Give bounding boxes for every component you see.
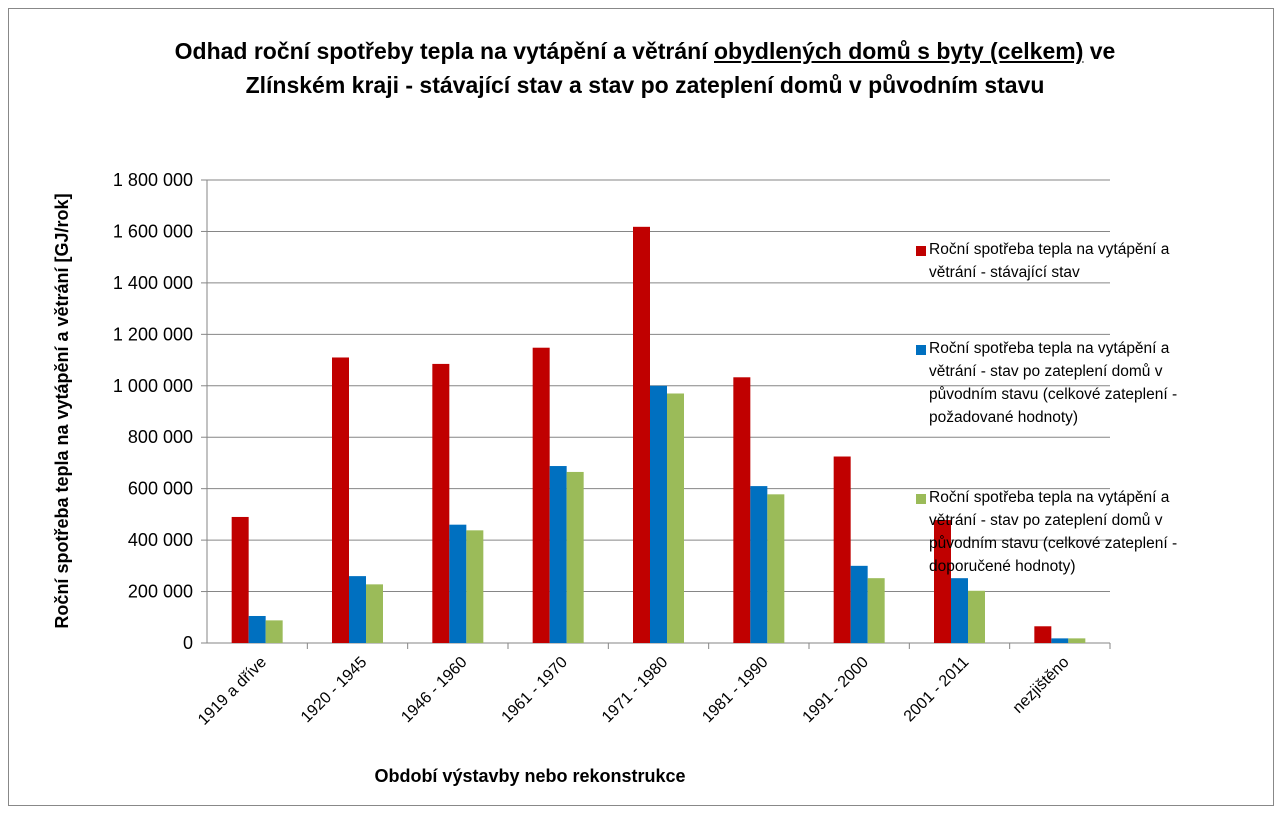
y-tick-label: 1 200 000 (113, 324, 193, 344)
bar (1068, 638, 1086, 643)
bar (432, 363, 450, 643)
bar (332, 357, 349, 643)
bar (265, 620, 283, 643)
x-tick-label: 2001 - 2011 (901, 654, 973, 726)
legend-swatch (916, 345, 926, 355)
chart-title: Odhad roční spotřeby tepla na vytápění a… (130, 34, 1160, 102)
bar (549, 466, 567, 643)
x-tick-label: 1981 - 1990 (699, 654, 771, 726)
x-tick-label: 1961 - 1970 (499, 654, 571, 726)
bar (633, 226, 650, 643)
bar (833, 456, 851, 643)
x-tick-label: 1946 - 1960 (398, 654, 470, 726)
bar (231, 516, 249, 643)
y-tick-label: 400 000 (128, 530, 193, 550)
title-part: Odhad roční spotřeby tepla na vytápění a… (174, 38, 714, 64)
bar (466, 530, 484, 643)
y-tick-label: 600 000 (128, 479, 193, 499)
y-tick-label: 1 000 000 (113, 376, 193, 396)
legend-label: Roční spotřeba tepla na vytápění a větrá… (929, 489, 1178, 575)
bar (1034, 626, 1052, 643)
bar (867, 578, 885, 643)
x-tick-label: nezjištěno (1010, 654, 1073, 717)
bar (566, 471, 584, 643)
bar (934, 520, 951, 643)
y-tick-label: 1 800 000 (113, 170, 193, 190)
frame (8, 8, 1274, 806)
y-tick-label: 200 000 (128, 582, 193, 602)
bar (733, 377, 751, 643)
x-tick-label: 1919 a dříve (195, 654, 270, 729)
x-tick-label: 1920 - 1945 (298, 654, 370, 726)
x-axis-label: Období výstavby nebo rekonstrukce (374, 766, 685, 786)
y-tick-label: 1 600 000 (113, 221, 193, 241)
bar (532, 347, 550, 643)
x-tick-label: 1971 - 1980 (599, 654, 671, 726)
title-part: obydlených domů s byty (celkem) (714, 38, 1084, 64)
bar (650, 385, 667, 643)
y-tick-label: 800 000 (128, 427, 193, 447)
bar (850, 565, 868, 643)
y-tick-label: 1 400 000 (113, 273, 193, 293)
bar (767, 494, 785, 643)
bar (968, 590, 985, 643)
bar (667, 393, 684, 643)
title-part: ve Zlínském kraji - stávající stav a sta… (245, 38, 1116, 98)
y-tick-label: 0 (183, 633, 193, 653)
bar (951, 578, 968, 643)
bar (1051, 638, 1069, 643)
legend-label: Roční spotřeba tepla na vytápění a větrá… (929, 241, 1170, 281)
legend-label: Roční spotřeba tepla na vytápění a větrá… (929, 340, 1178, 426)
y-axis-label: Roční spotřeba tepla na vytápění a větrá… (52, 193, 72, 628)
bar (750, 486, 768, 643)
x-tick-label: 1991 - 2000 (800, 654, 872, 726)
bar (349, 576, 366, 643)
bar (449, 524, 467, 643)
bar (248, 615, 266, 643)
legend-swatch (916, 494, 926, 504)
bar (366, 584, 383, 643)
legend-swatch (916, 246, 926, 256)
